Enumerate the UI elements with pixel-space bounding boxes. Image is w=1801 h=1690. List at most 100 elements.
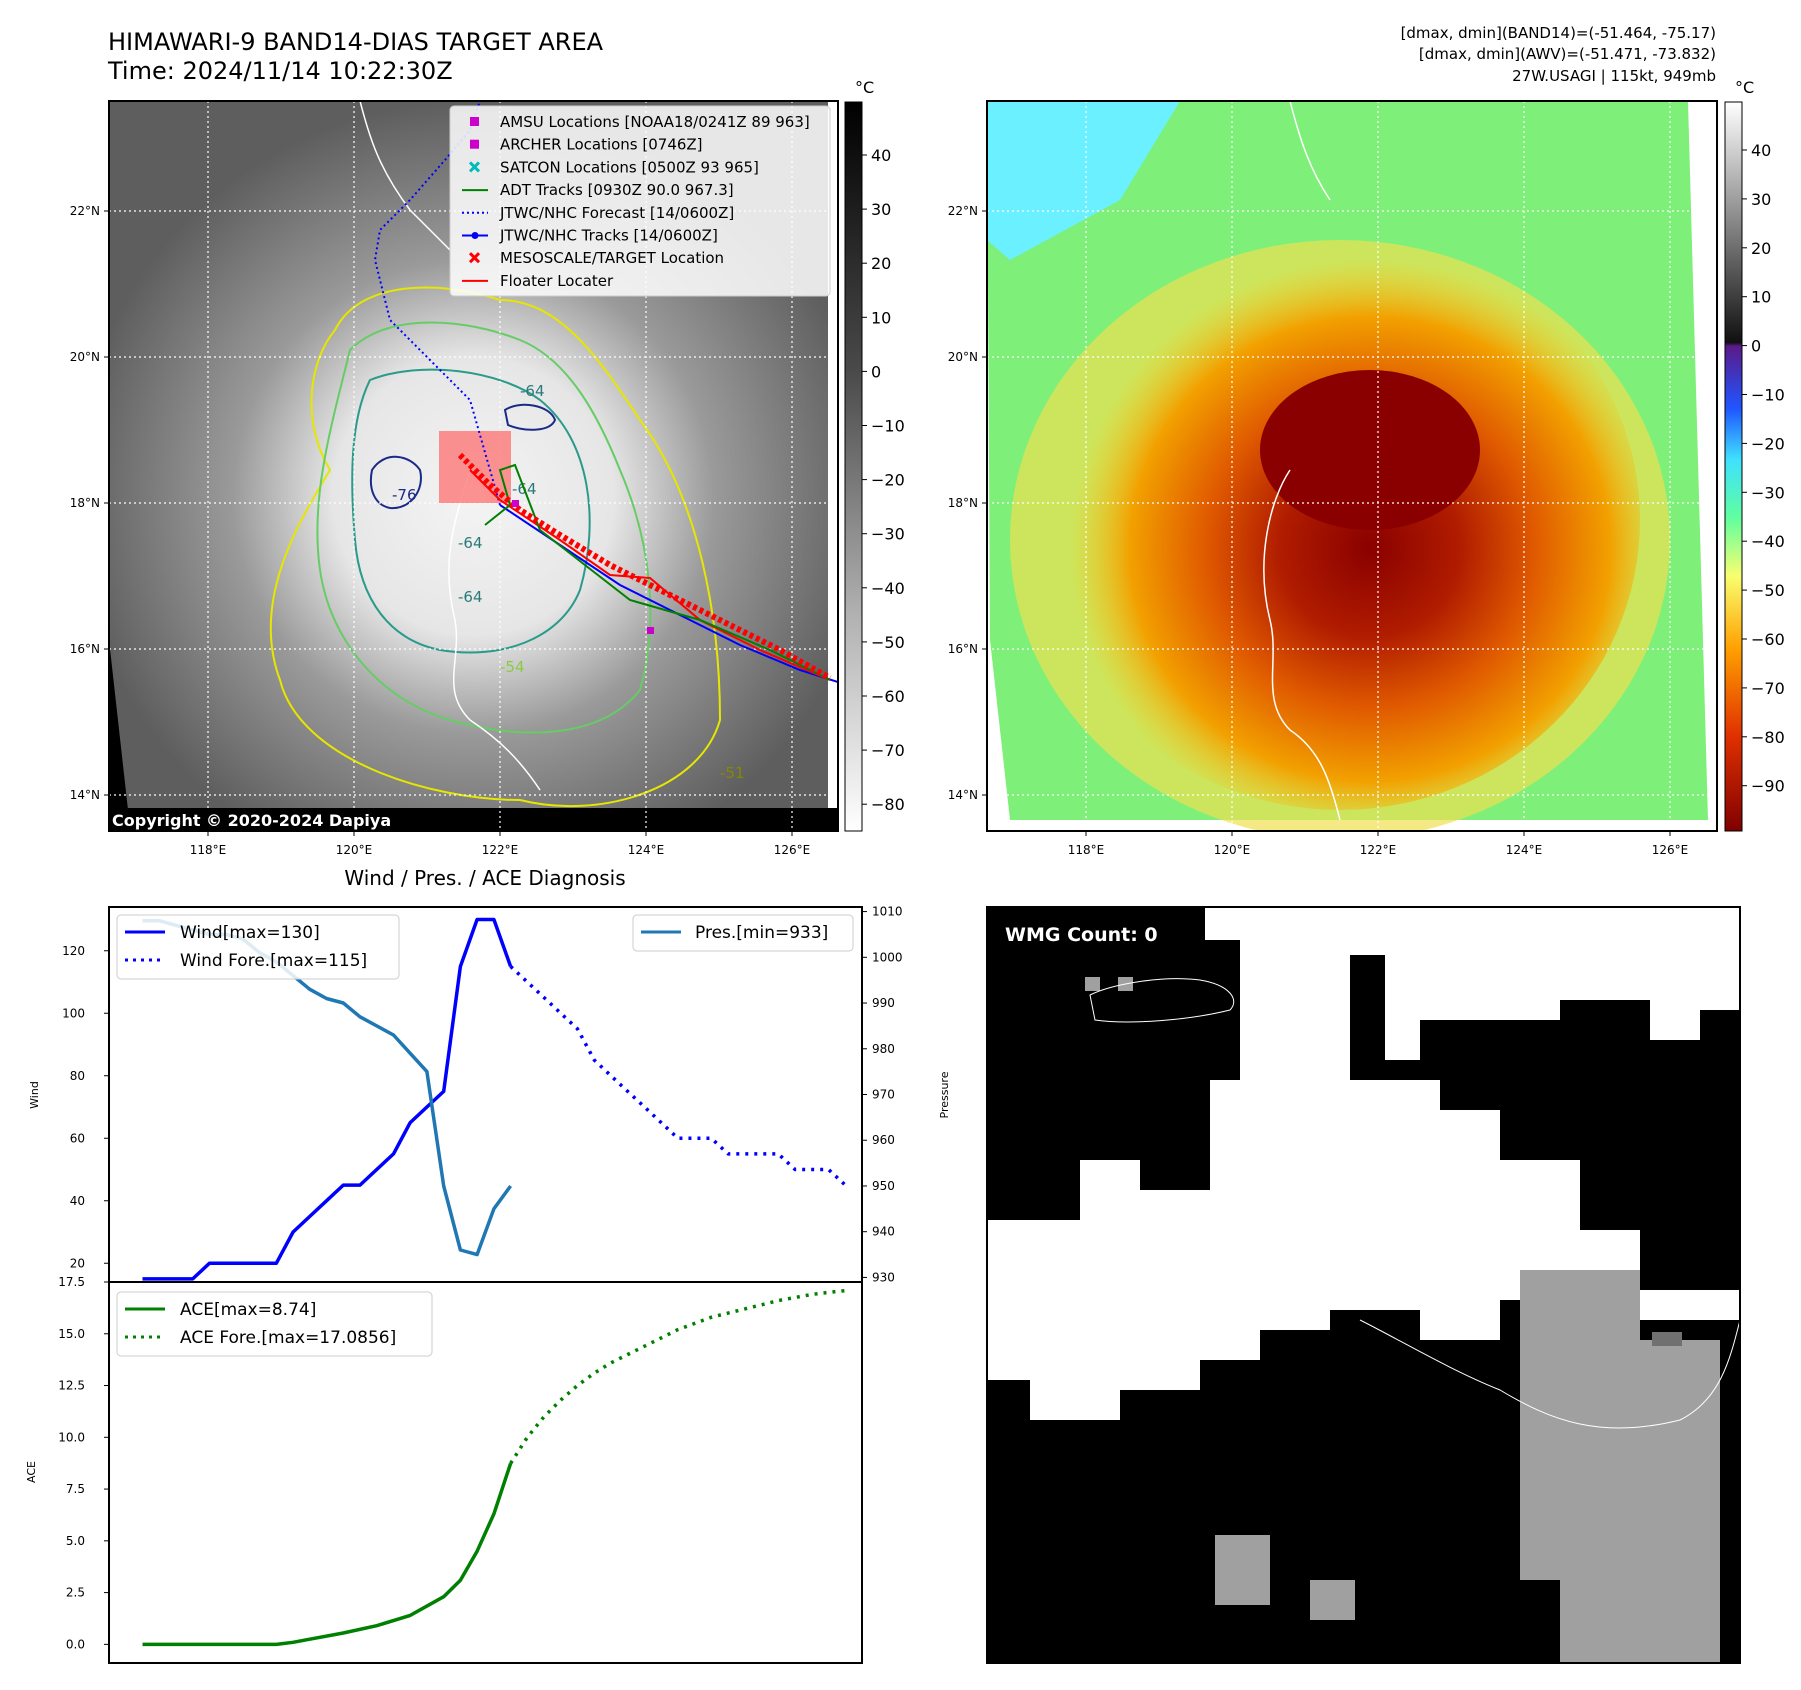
legend-marker-x <box>468 252 481 264</box>
legend-item-label: MESOSCALE/TARGET Location <box>500 249 724 267</box>
pressure-tick-label: 1010 <box>872 905 903 919</box>
ir-map-ticks: 118°E 120°E 122°E 124°E 126°E 22°N 20°N 18°N 16°… <box>70 204 811 857</box>
contour-label: -64 <box>520 382 545 400</box>
amsu-location <box>647 627 654 634</box>
lon-tick-label: 120°E <box>1214 843 1251 857</box>
colorbar-tick-label: 0 <box>1751 337 1761 356</box>
legend-ace-label: ACE[max=8.74] <box>180 1300 316 1320</box>
lon-tick-label: 122°E <box>1360 843 1397 857</box>
colorbar-tick-label: −20 <box>1751 434 1785 453</box>
legend-wind-label: Wind[max=130] <box>180 923 320 943</box>
lon-tick-label: 126°E <box>1652 843 1689 857</box>
pressure-legend-box <box>632 914 854 952</box>
wind-forecast-series-line <box>509 965 847 1187</box>
contour-label: -76 <box>392 486 417 504</box>
figure-title: HIMAWARI-9 BAND14-DIAS TARGET AREA <box>108 28 604 56</box>
awv-coastline-luzon <box>1263 469 1341 821</box>
pressure-tick-label: 1000 <box>872 950 903 964</box>
map-legend: AMSU Locations [NOAA18/0241Z 89 963] ARCH… <box>449 105 831 297</box>
lon-tick-label: 126°E <box>774 843 811 857</box>
ir-map-panel: -64 -64 -64 -64 -76 -54 -51 Copyright © … <box>70 100 839 857</box>
color-colorbar-gradient <box>1724 101 1743 832</box>
awv-cyan-region <box>987 101 1180 260</box>
mesoscale-target-box <box>439 431 511 503</box>
colorbar-tick-label: −30 <box>871 525 905 544</box>
colorbar-tick-label: 40 <box>871 146 891 165</box>
colorbar-tick-label: −80 <box>1751 728 1785 747</box>
ace-axis-label: ACE <box>25 1461 38 1483</box>
colorbar-tick-label: 20 <box>871 254 891 273</box>
wmg-gray-region <box>1215 1535 1270 1605</box>
ace-series-line <box>142 1462 513 1647</box>
legend-item-label: ADT Tracks [0930Z 90.0 967.3] <box>500 181 734 199</box>
archer-location <box>512 500 519 507</box>
color-colorbar-unit: °C <box>1735 78 1754 97</box>
wind-pressure-chart: Wind Pressure 20 40 60 80 100 120 930 940 950 96… <box>28 905 951 1285</box>
wind-axis-label: Wind <box>28 1081 41 1109</box>
copyright-text: Copyright © 2020-2024 Dapiya <box>112 811 391 830</box>
pressure-legend: Pres.[min=933] <box>632 914 854 952</box>
lon-tick-label: 118°E <box>190 843 227 857</box>
pressure-tick-label: 960 <box>872 1133 895 1147</box>
lat-tick-label: 22°N <box>948 204 978 218</box>
legend-item-label: ARCHER Locations [0746Z] <box>500 136 703 154</box>
legend-item-label: Floater Locater <box>500 272 614 290</box>
colorbar-tick-label: −30 <box>1751 483 1785 502</box>
pressure-tick-label: 940 <box>872 1225 895 1239</box>
gray-colorbar-gradient <box>844 101 863 832</box>
colorbar-tick-label: −40 <box>1751 532 1785 551</box>
lat-tick-label: 18°N <box>948 496 978 510</box>
legend-item-label: AMSU Locations [NOAA18/0241Z 89 963] <box>500 113 810 131</box>
wind-tick-label: 100 <box>62 1006 85 1020</box>
colorbar-tick-label: −60 <box>1751 630 1785 649</box>
ace-legend-box <box>116 1291 433 1357</box>
lat-tick-label: 14°N <box>70 788 100 802</box>
wmg-coastline <box>1089 978 1235 1023</box>
lat-tick-label: 18°N <box>70 496 100 510</box>
wmg-panel: WMG Count: 0 <box>986 906 1741 1664</box>
wind-tick-label: 60 <box>70 1131 85 1145</box>
lon-tick-label: 122°E <box>482 843 519 857</box>
pressure-tick-label: 930 <box>872 1270 895 1284</box>
pressure-tick-label: 990 <box>872 996 895 1010</box>
lon-tick-label: 124°E <box>1506 843 1543 857</box>
ace-chart: ACE 0.0 2.5 5.0 7.5 10.0 12.5 15.0 17.5 ACE[max… <box>25 1275 863 1664</box>
colorbar-tick-label: 30 <box>871 200 891 219</box>
lon-tick-label: 120°E <box>336 843 373 857</box>
diagnosis-title: Wind / Pres. / ACE Diagnosis <box>344 866 625 890</box>
colorbar-tick-label: −60 <box>871 687 905 706</box>
awv-map-panel: 118°E 120°E 122°E 124°E 126°E 22°N 20°N 18°N 16°… <box>948 100 1718 857</box>
stats-band14: [dmax, dmin](BAND14)=(-51.464, -75.17) <box>1401 24 1716 42</box>
floater-locater-track <box>469 469 831 681</box>
legend-ace-fore-label: ACE Fore.[max=17.0856] <box>180 1328 396 1348</box>
copyright-box <box>109 808 419 831</box>
lat-tick-label: 14°N <box>948 788 978 802</box>
legend-marker-dot <box>471 232 479 239</box>
colorbar-tick-label: −70 <box>1751 679 1785 698</box>
legend-pressure-label: Pres.[min=933] <box>695 923 828 943</box>
lat-tick-label: 16°N <box>948 642 978 656</box>
awv-coastline-china <box>1289 101 1331 201</box>
colorbar-tick-label: 20 <box>1751 239 1771 258</box>
colorbar-tick-label: −10 <box>1751 386 1785 405</box>
pressure-tick-label: 980 <box>872 1042 895 1056</box>
lat-tick-label: 16°N <box>70 642 100 656</box>
contour-green <box>316 321 652 734</box>
awv-map-ticks: 118°E 120°E 122°E 124°E 126°E 22°N 20°N 18°N 16°… <box>948 204 1689 857</box>
colorbar-tick-label: 0 <box>871 362 881 381</box>
ace-legend: ACE[max=8.74] ACE Fore.[max=17.0856] <box>116 1291 433 1357</box>
legend-item-label: JTWC/NHC Tracks [14/0600Z] <box>499 227 718 245</box>
colorbar-tick-label: −20 <box>871 471 905 490</box>
contour-label: -64 <box>458 588 483 606</box>
colorbar-tick-label: −50 <box>871 633 905 652</box>
lat-tick-label: 20°N <box>70 350 100 364</box>
ace-tick-label: 7.5 <box>66 1482 85 1496</box>
lon-tick-label: 124°E <box>628 843 665 857</box>
gray-colorbar-unit: °C <box>855 78 874 97</box>
contour-label: -64 <box>458 534 483 552</box>
colorbar-tick-label: −40 <box>871 579 905 598</box>
legend-item-label: SATCON Locations [0500Z 93 965] <box>500 158 759 176</box>
wind-tick-label: 40 <box>70 1194 85 1208</box>
contour-teal <box>351 368 591 654</box>
awv-storm-core <box>1260 370 1480 530</box>
